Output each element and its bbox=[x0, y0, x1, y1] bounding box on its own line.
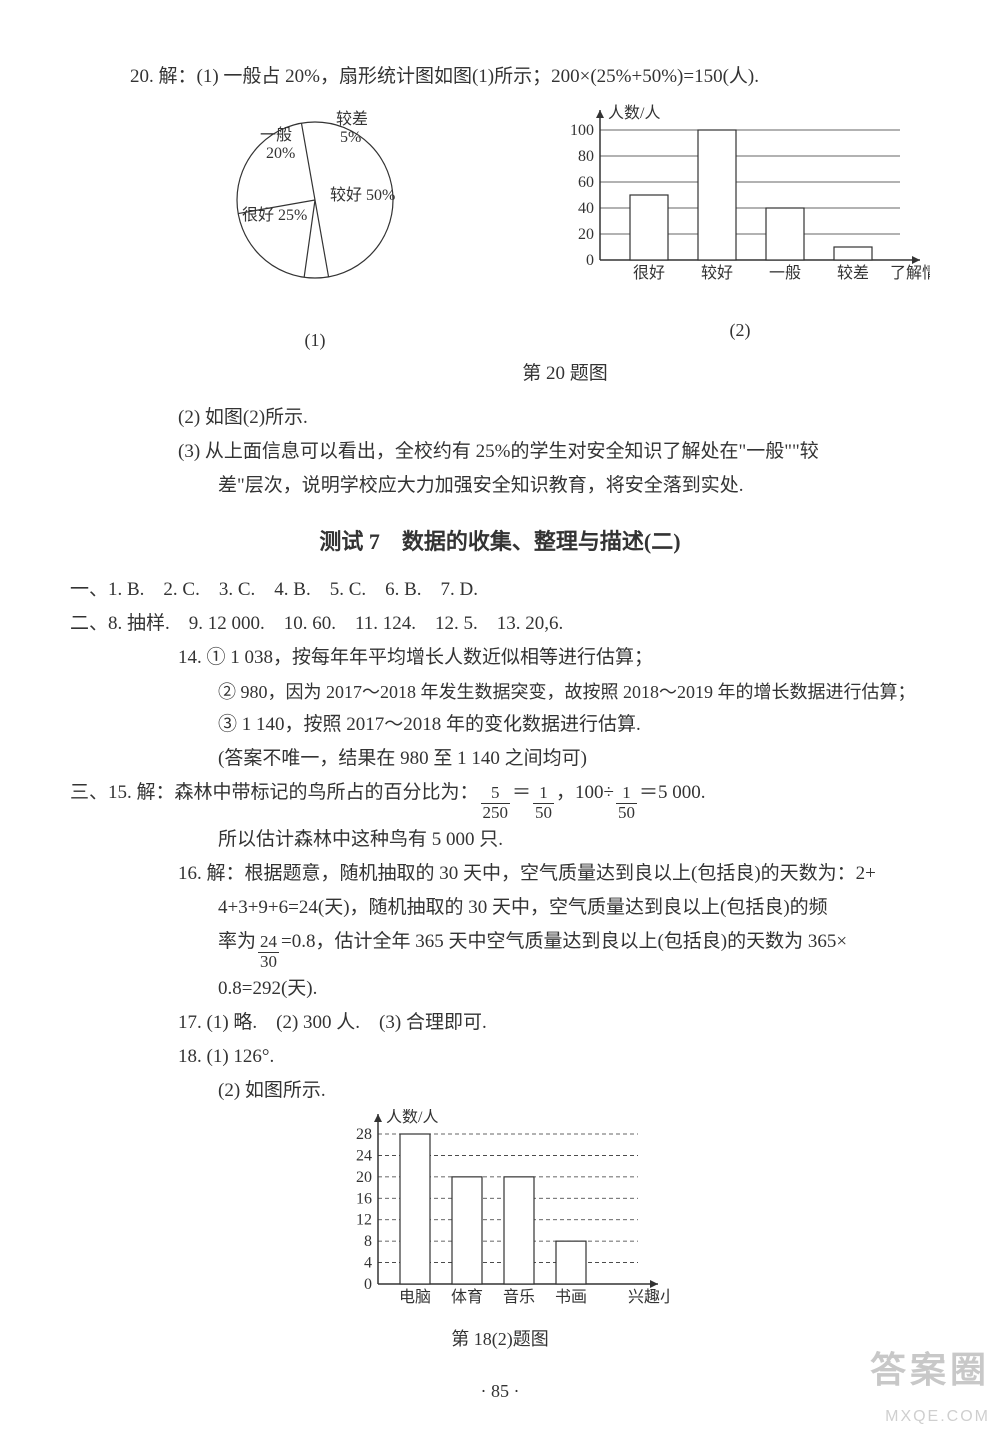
svg-text:较好: 较好 bbox=[701, 264, 733, 282]
svg-text:20: 20 bbox=[356, 1168, 372, 1185]
q15a-pre: 三、15. 解：森林中带标记的鸟所占的百分比为： bbox=[70, 776, 479, 810]
q20-bar: 0 20 40 60 80 100 人数/人很好 较好 一般 较差 了解情况 bbox=[550, 100, 930, 300]
svg-text:较好 50%: 较好 50% bbox=[330, 186, 395, 204]
q18a: 18. (1) 126°. bbox=[70, 1040, 930, 1074]
f2d: 50 bbox=[533, 804, 554, 823]
mid: ，100÷ bbox=[556, 776, 614, 810]
svg-text:24: 24 bbox=[356, 1147, 372, 1164]
svg-text:一般: 一般 bbox=[769, 264, 801, 282]
svg-text:60: 60 bbox=[578, 174, 594, 191]
svg-text:28: 28 bbox=[356, 1126, 372, 1143]
svg-text:兴趣小组: 兴趣小组 bbox=[628, 1288, 670, 1306]
svg-text:20: 20 bbox=[578, 226, 594, 243]
q16c-pre: 率为 bbox=[218, 925, 256, 959]
q16-f: 2430 bbox=[258, 933, 279, 971]
svg-text:一般: 一般 bbox=[260, 126, 292, 144]
f1n: 5 bbox=[481, 784, 511, 804]
q15b: 所以估计森林中这种鸟有 5 000 只. bbox=[70, 823, 930, 857]
q14c: ③ 1 140，按照 2017～2018 年的变化数据进行估算. bbox=[70, 708, 930, 742]
svg-text:40: 40 bbox=[578, 200, 594, 217]
svg-text:了解情况: 了解情况 bbox=[890, 264, 930, 282]
q16b: 4+3+9+6=24(天)，随机抽取的 30 天中，空气质量达到良以上(包括良)… bbox=[70, 891, 930, 925]
fn: 24 bbox=[258, 933, 279, 953]
svg-text:12: 12 bbox=[356, 1211, 372, 1228]
q20-bar-caption: (2) bbox=[550, 314, 930, 346]
q14b: ② 980，因为 2017～2018 年发生数据突变，故按照 2018～2019… bbox=[70, 676, 930, 708]
f1d: 250 bbox=[481, 804, 511, 823]
svg-text:体育: 体育 bbox=[451, 1288, 483, 1306]
test7-title: 测试 7 数据的收集、整理与描述(二) bbox=[70, 522, 930, 562]
svg-text:8: 8 bbox=[364, 1233, 372, 1250]
svg-text:音乐: 音乐 bbox=[503, 1288, 535, 1306]
q15-f3: 150 bbox=[616, 784, 637, 822]
sec2a: 二、8. 抽样. 9. 12 000. 10. 60. 11. 124. 12.… bbox=[70, 607, 930, 641]
q14a: 14. ① 1 038，按每年年平均增长人数近似相等进行估算； bbox=[70, 641, 930, 675]
tail: ＝5 000. bbox=[639, 776, 706, 810]
q16a: 16. 解：根据题意，随机抽取的 30 天中，空气质量达到良以上(包括良)的天数… bbox=[70, 857, 930, 891]
q20-bar-wrap: 0 20 40 60 80 100 人数/人很好 较好 一般 较差 了解情况 (2) bbox=[550, 100, 930, 347]
svg-text:电脑: 电脑 bbox=[399, 1288, 431, 1306]
svg-text:4: 4 bbox=[364, 1254, 372, 1271]
svg-text:人数/人: 人数/人 bbox=[608, 104, 660, 122]
page-number: · 85 · bbox=[70, 1375, 930, 1407]
svg-text:0: 0 bbox=[364, 1276, 372, 1293]
sec1: 一、1. B. 2. C. 3. C. 4. B. 5. C. 6. B. 7.… bbox=[70, 573, 930, 607]
svg-text:较差: 较差 bbox=[837, 264, 869, 282]
f3n: 1 bbox=[616, 784, 637, 804]
svg-text:16: 16 bbox=[356, 1190, 372, 1207]
q18b: (2) 如图所示. bbox=[70, 1074, 930, 1108]
svg-text:很好 25%: 很好 25% bbox=[242, 206, 307, 224]
svg-text:80: 80 bbox=[578, 148, 594, 165]
fd: 30 bbox=[258, 953, 279, 972]
svg-text:5%: 5% bbox=[340, 129, 361, 146]
q20-caption: 第 20 题图 bbox=[200, 357, 930, 391]
page: 20. 解：(1) 一般占 20%，扇形统计图如图(1)所示；200×(25%+… bbox=[0, 0, 1000, 1437]
svg-text:100: 100 bbox=[570, 122, 594, 139]
q15a: 三、15. 解：森林中带标记的鸟所占的百分比为： 5250 ＝ 150 ，100… bbox=[70, 776, 930, 822]
q20-line3a: (3) 从上面信息可以看出，全校约有 25%的学生对安全知识了解处在"一般""较 bbox=[70, 435, 930, 469]
q16c-tail: =0.8，估计全年 365 天中空气质量达到良以上(包括良)的天数为 365× bbox=[281, 925, 847, 959]
q20-charts: 较差5%一般20%很好 25%较好 50% (1) 020406080100人数… bbox=[200, 100, 930, 357]
q18-chart-wrap: 0 4 8 12 16 20 24 28 人数/人电脑 体育 音乐 书画 兴趣小组 第 18(2)题图 bbox=[70, 1109, 930, 1356]
q18-bar: 0 4 8 12 16 20 24 28 人数/人电脑 体育 音乐 书画 兴趣小组 bbox=[330, 1109, 670, 1309]
q18-caption: 第 18(2)题图 bbox=[70, 1323, 930, 1355]
f2n: 1 bbox=[533, 784, 554, 804]
svg-text:20%: 20% bbox=[266, 145, 295, 162]
svg-text:较差: 较差 bbox=[336, 110, 368, 128]
q20-pie-caption: (1) bbox=[200, 324, 430, 356]
eq1: ＝ bbox=[512, 776, 531, 810]
svg-text:书画: 书画 bbox=[555, 1288, 587, 1306]
q20-pie: 较差5% 一般20% 很好 25% 较好 50% bbox=[200, 100, 430, 310]
q16c: 率为 2430 =0.8，估计全年 365 天中空气质量达到良以上(包括良)的天… bbox=[70, 925, 930, 971]
svg-text:0: 0 bbox=[586, 252, 594, 269]
q15-f1: 5250 bbox=[481, 784, 511, 822]
q17: 17. (1) 略. (2) 300 人. (3) 合理即可. bbox=[70, 1006, 930, 1040]
q14d: (答案不唯一，结果在 980 至 1 140 之间均可) bbox=[70, 742, 930, 776]
q20-pie-wrap: 较差5% 一般20% 很好 25% 较好 50% (1) bbox=[200, 100, 430, 357]
q15-f2: 150 bbox=[533, 784, 554, 822]
svg-text:很好: 很好 bbox=[633, 264, 665, 282]
svg-text:人数/人: 人数/人 bbox=[386, 1109, 438, 1126]
q20-line3b: 差"层次，说明学校应大力加强安全知识教育，将安全落到实处. bbox=[70, 469, 930, 503]
f3d: 50 bbox=[616, 804, 637, 823]
q20-line2: (2) 如图(2)所示. bbox=[70, 401, 930, 435]
q20-line1: 20. 解：(1) 一般占 20%，扇形统计图如图(1)所示；200×(25%+… bbox=[70, 60, 930, 94]
q16d: 0.8=292(天). bbox=[70, 972, 930, 1006]
